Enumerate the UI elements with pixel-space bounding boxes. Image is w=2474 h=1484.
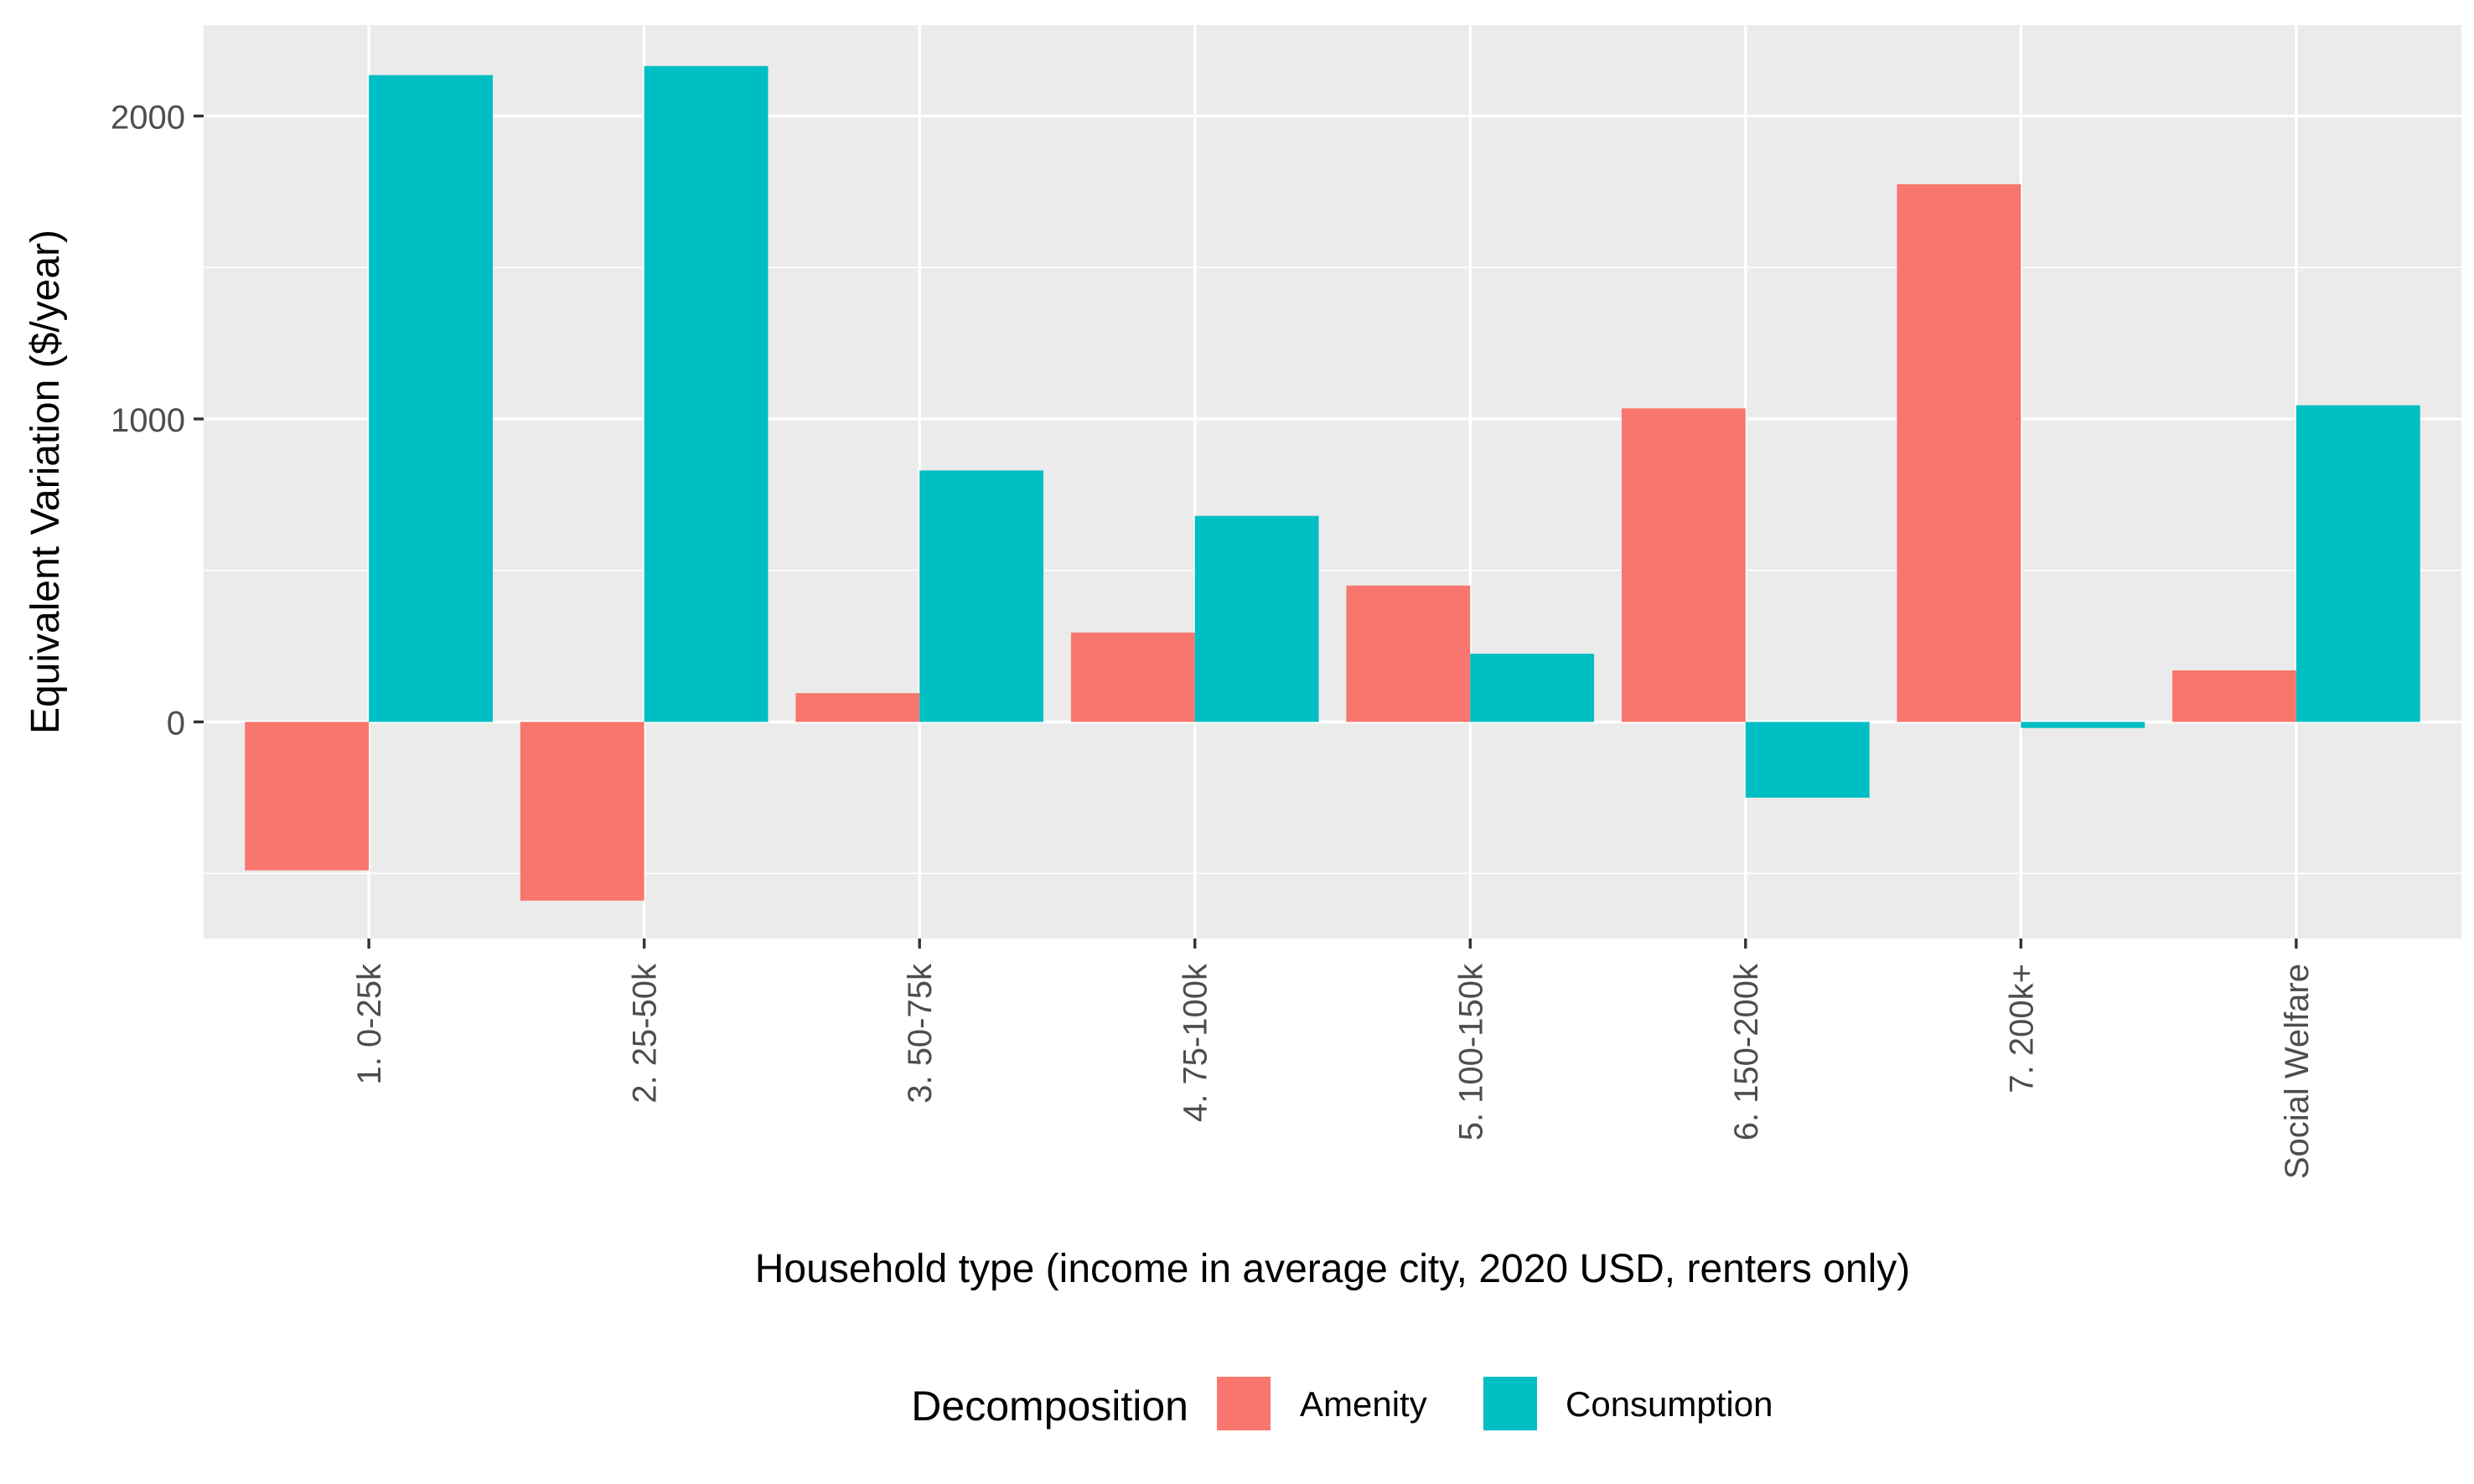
legend-label-amenity: Amenity [1300, 1384, 1427, 1424]
x-tick-label: 3. 50-75k [902, 963, 939, 1104]
x-tick-label: 5. 100-150k [1452, 963, 1489, 1140]
y-axis-ticks: 0 1000 2000 [111, 99, 204, 742]
bar-amenity [245, 721, 370, 871]
y-tick-label: 0 [167, 706, 185, 742]
bars [245, 65, 2420, 901]
bar-consumption [2295, 405, 2420, 722]
bar-consumption [1745, 721, 1870, 798]
legend: Decomposition Amenity Consumption [911, 1377, 1773, 1430]
legend-label-consumption: Consumption [1566, 1384, 1773, 1424]
bar-consumption [2021, 721, 2145, 728]
x-tick-label: 1. 0-25k [351, 963, 388, 1085]
bar-consumption [1194, 515, 1319, 722]
bar-amenity [795, 693, 920, 722]
x-tick-label: 7. 200k+ [2003, 964, 2040, 1094]
bar-amenity [1897, 184, 2021, 722]
y-tick-label: 2000 [111, 99, 185, 136]
x-tick-label: 2. 25-50k [627, 963, 664, 1104]
legend-key-consumption [1483, 1377, 1537, 1430]
bar-consumption [644, 65, 769, 722]
y-tick-label: 1000 [111, 402, 185, 439]
bar-amenity [520, 721, 644, 901]
bar-amenity [1070, 632, 1195, 722]
bar-amenity [2172, 670, 2296, 722]
y-axis-title: Equivalent Variation ($/year) [23, 230, 68, 734]
x-axis-ticks: 1. 0-25k 2. 25-50k 3. 50-75k 4. 75-100k 5. 1… [351, 938, 2316, 1179]
bar-consumption [369, 75, 493, 722]
bar-consumption [1470, 654, 1595, 722]
x-axis-title: Household type (income in average city, … [755, 1247, 1910, 1291]
bar-consumption [919, 470, 1044, 722]
legend-title: Decomposition [911, 1383, 1188, 1430]
x-tick-label: Social Welfare [2279, 964, 2316, 1179]
x-tick-label: 4. 75-100k [1177, 963, 1214, 1122]
bar-amenity [1621, 408, 1746, 722]
x-tick-label: 6. 150-200k [1728, 963, 1765, 1140]
bar-amenity [1346, 585, 1471, 722]
legend-key-amenity [1217, 1377, 1271, 1430]
